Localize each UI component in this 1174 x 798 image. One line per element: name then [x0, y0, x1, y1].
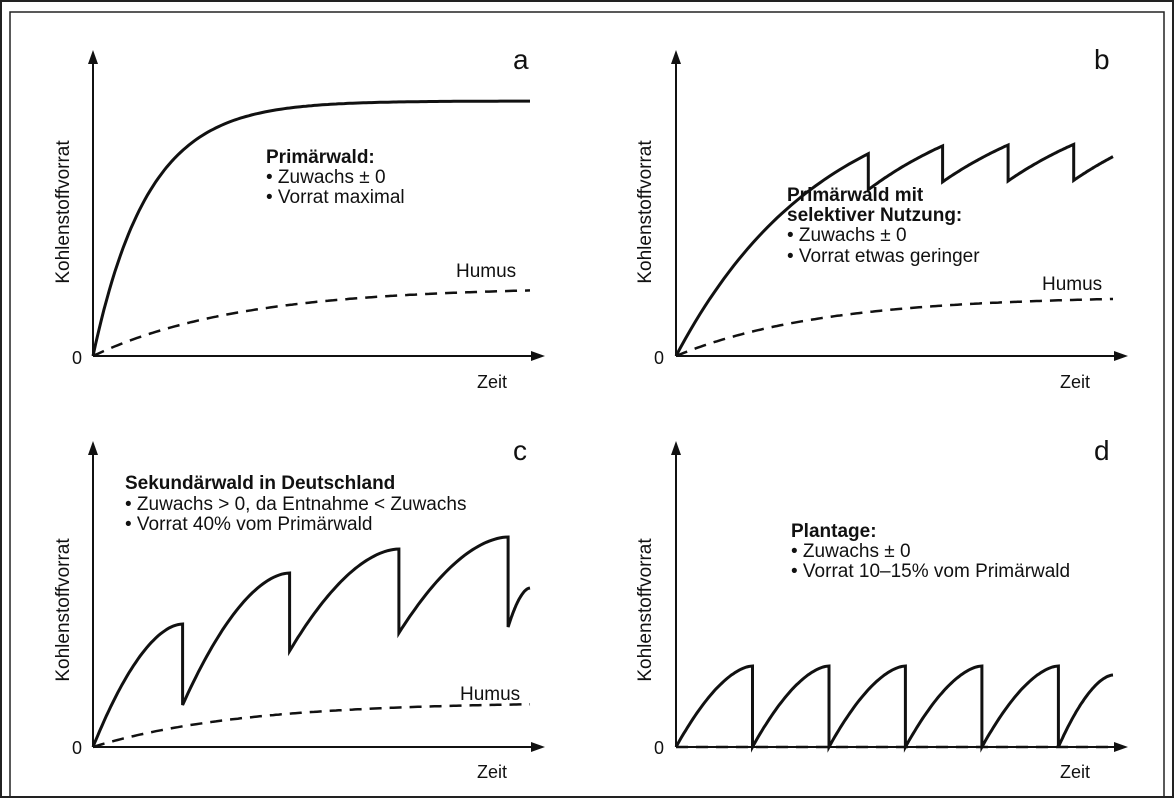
panel-letter: c: [513, 435, 527, 466]
x-axis-label: Zeit: [1060, 762, 1090, 782]
panel-title-line-1: Primärwald mit: [787, 185, 924, 206]
bullet-1: • Zuwachs > 0, da Entnahme < Zuwachs: [125, 494, 466, 515]
bullet-1: • Zuwachs ± 0: [791, 541, 911, 562]
bullet-2: • Vorrat maximal: [266, 187, 405, 208]
panel-title: Plantage:: [791, 521, 877, 542]
humus-label: Humus: [460, 684, 520, 705]
y-axis-label: Kohlenstoffvorrat: [53, 140, 74, 284]
panel-letter: a: [513, 44, 529, 75]
y-zero-label: 0: [654, 348, 664, 368]
panel-title-line-2: selektiver Nutzung:: [787, 205, 962, 226]
panel-letter: d: [1094, 435, 1110, 466]
y-zero-label: 0: [654, 738, 664, 758]
panel-title: Primärwald:: [266, 147, 375, 168]
bullet-1: • Zuwachs ± 0: [266, 167, 386, 188]
bullet-1: • Zuwachs ± 0: [787, 225, 907, 246]
humus-label: Humus: [1042, 274, 1102, 295]
bullet-2: • Vorrat 10–15% vom Primärwald: [791, 561, 1070, 582]
humus-label: Humus: [456, 261, 516, 282]
bullet-2: • Vorrat etwas geringer: [787, 246, 980, 267]
x-axis-label: Zeit: [477, 762, 507, 782]
y-axis-label: Kohlenstoffvorrat: [635, 140, 656, 284]
y-zero-label: 0: [72, 348, 82, 368]
x-axis-label: Zeit: [477, 372, 507, 392]
panel-letter: b: [1094, 44, 1110, 75]
x-axis-label: Zeit: [1060, 372, 1090, 392]
bullet-2: • Vorrat 40% vom Primärwald: [125, 514, 372, 535]
y-zero-label: 0: [72, 738, 82, 758]
y-axis-label: Kohlenstoffvorrat: [53, 538, 74, 682]
panel-title: Sekundärwald in Deutschland: [125, 473, 395, 494]
y-axis-label: Kohlenstoffvorrat: [635, 538, 656, 682]
